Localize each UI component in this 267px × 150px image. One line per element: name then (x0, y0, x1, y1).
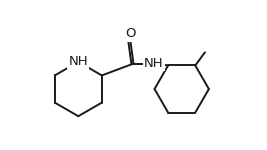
Text: NH: NH (144, 57, 163, 70)
Text: O: O (125, 27, 136, 40)
Text: NH: NH (68, 55, 88, 68)
